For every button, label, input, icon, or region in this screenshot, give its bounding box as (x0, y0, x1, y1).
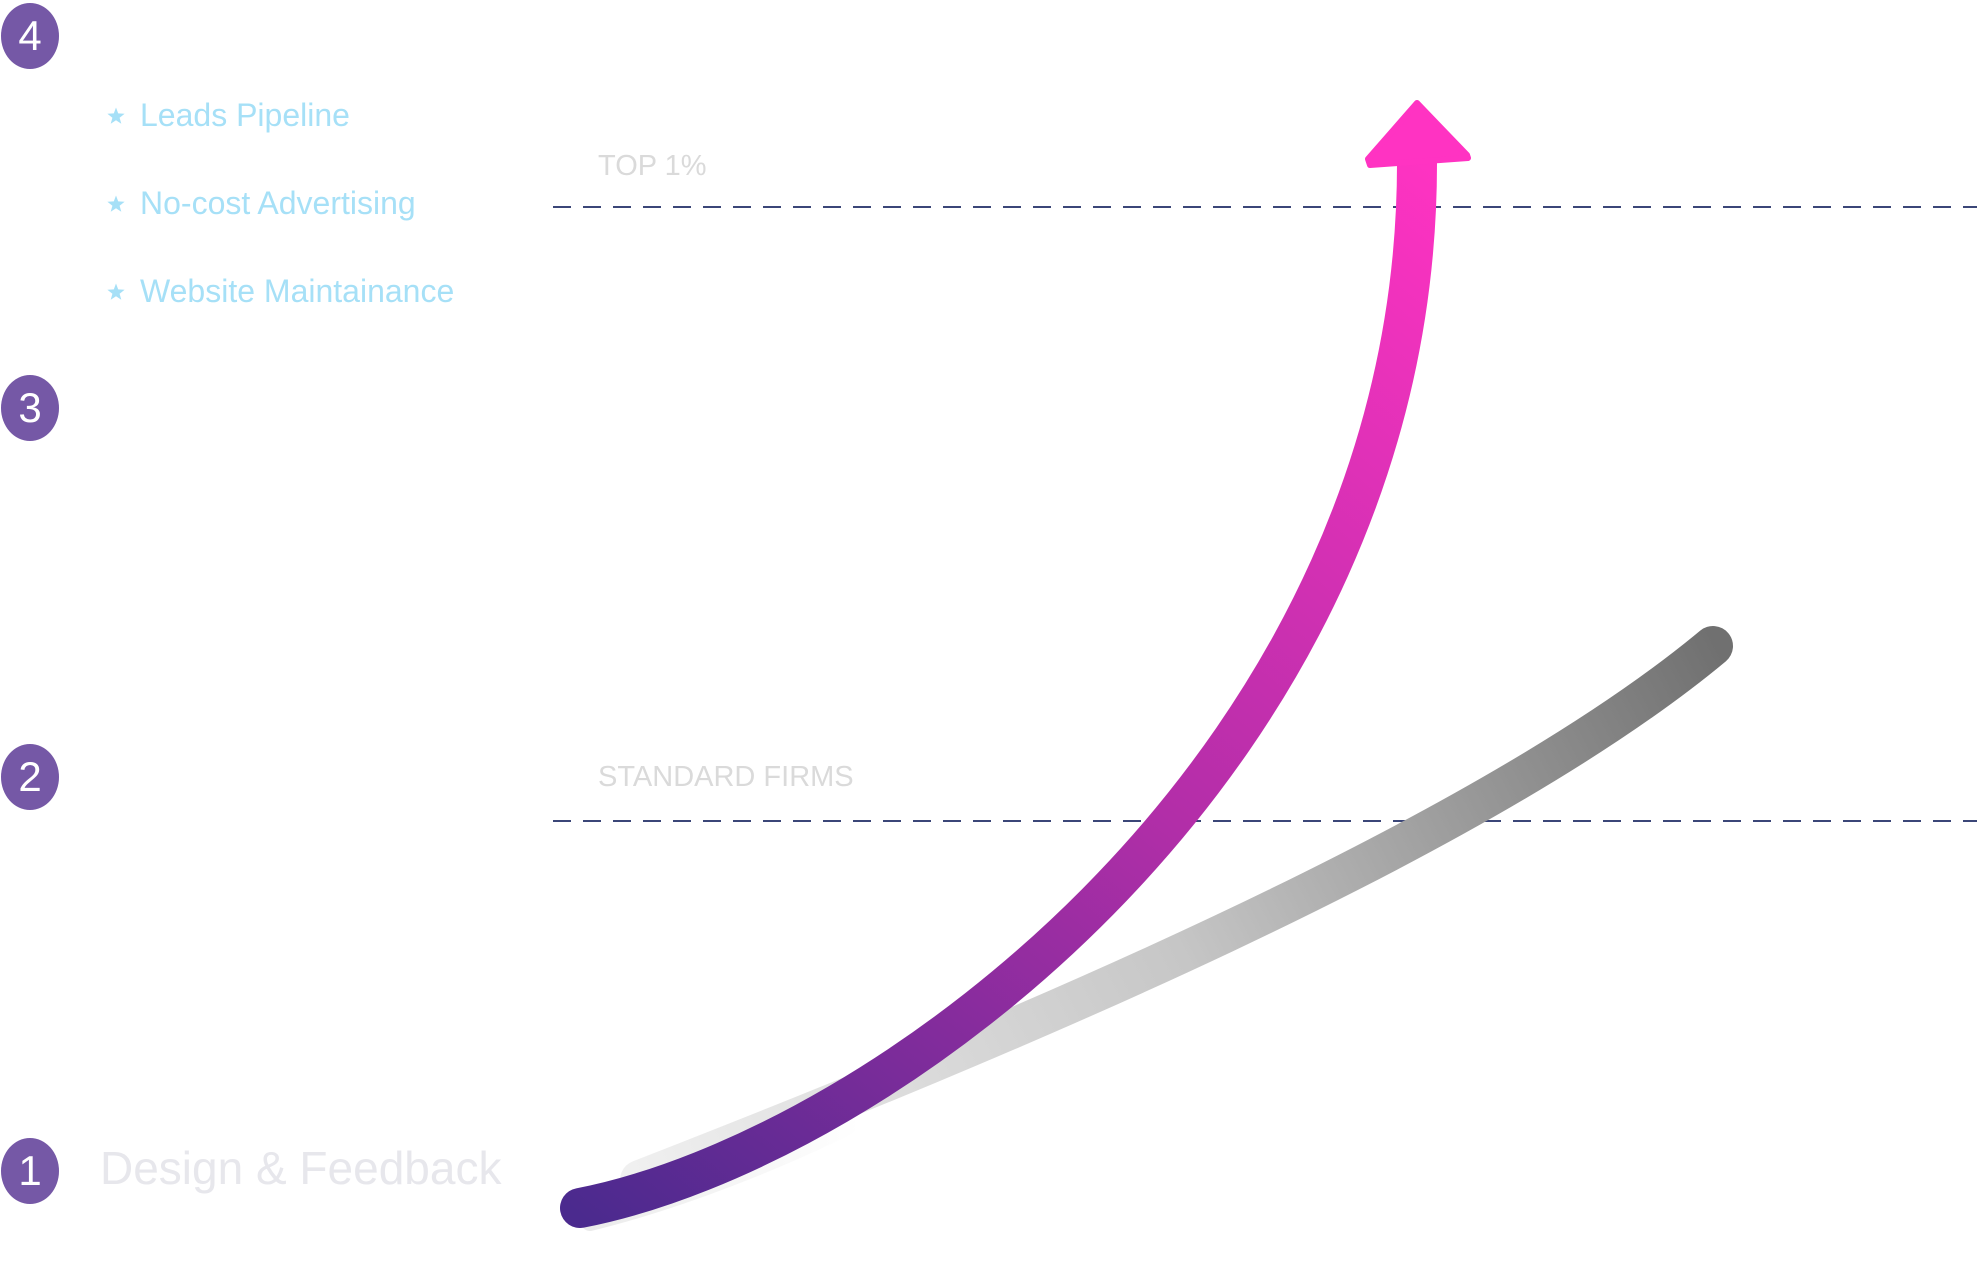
step-number-4: 4 (18, 12, 41, 59)
feature-label: No-cost Advertising (140, 185, 416, 221)
step-badge-4: 4 (1, 3, 59, 69)
feature-item-website-maintainance: Website Maintainance (107, 273, 454, 309)
feature-item-no-cost-advertising: No-cost Advertising (107, 185, 416, 221)
feature-item-leads-pipeline: Leads Pipeline (107, 97, 350, 133)
step-badge-2: 2 (1, 744, 59, 810)
step-number-2: 2 (18, 753, 41, 800)
star-icon (107, 283, 125, 300)
step-number-3: 3 (18, 384, 41, 431)
step-badge-3: 3 (1, 375, 59, 441)
top-reference-label: TOP 1% (598, 150, 707, 182)
feature-label: Leads Pipeline (140, 97, 350, 133)
star-icon (107, 195, 125, 212)
standard-reference-label: STANDARD FIRMS (598, 761, 854, 793)
star-icon (107, 107, 125, 124)
step-label-1: Design & Feedback (100, 1142, 502, 1194)
feature-label: Website Maintainance (140, 273, 454, 309)
step-badge-1: 1 (1, 1138, 59, 1204)
standard-firms-curve (620, 626, 1733, 1200)
growth-curve (560, 138, 1438, 1228)
arrow-up-icon (1365, 100, 1471, 168)
step-number-1: 1 (18, 1147, 41, 1194)
